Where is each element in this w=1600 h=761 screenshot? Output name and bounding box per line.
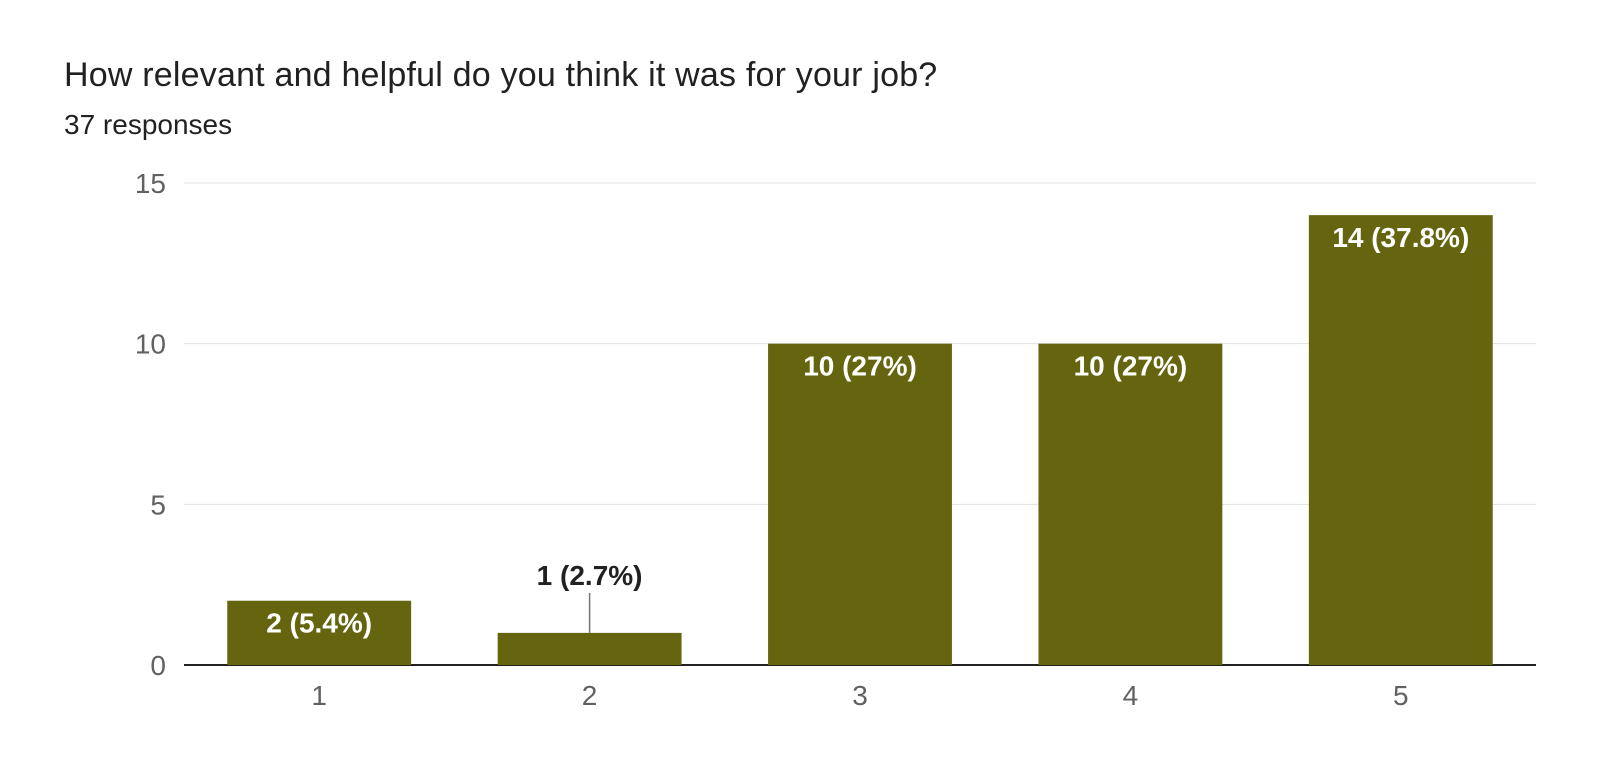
y-tick-label: 15 [135, 168, 166, 199]
x-tick-label: 5 [1393, 680, 1409, 711]
chart-title: How relevant and helpful do you think it… [64, 56, 1536, 95]
x-tick-label: 4 [1123, 680, 1139, 711]
y-tick-label: 10 [135, 329, 166, 360]
y-tick-label: 5 [150, 489, 166, 520]
x-tick-label: 3 [852, 680, 868, 711]
x-tick-label: 1 [311, 680, 327, 711]
chart-card: How relevant and helpful do you think it… [0, 0, 1600, 761]
bar [768, 344, 952, 665]
bar [1309, 215, 1493, 665]
bar-label: 10 (27%) [1074, 351, 1188, 382]
bar-label: 14 (37.8%) [1332, 222, 1469, 253]
chart-subtitle: 37 responses [64, 109, 1536, 141]
x-tick-label: 2 [582, 680, 598, 711]
bar-label: 10 (27%) [803, 351, 917, 382]
bar [1038, 344, 1222, 665]
bar-chart: 0 5 10 15 1 2 (5.4%) 2 1 (2.7%) 3 10 (27%) 4 10 (27… [64, 165, 1536, 730]
bar [498, 633, 682, 665]
chart-svg: 0 5 10 15 1 2 (5.4%) 2 1 (2.7%) 3 10 (27%) 4 10 (27… [64, 165, 1536, 725]
bar-label: 1 (2.7%) [537, 560, 643, 591]
y-tick-label: 0 [150, 650, 166, 681]
bar-label: 2 (5.4%) [266, 608, 372, 639]
